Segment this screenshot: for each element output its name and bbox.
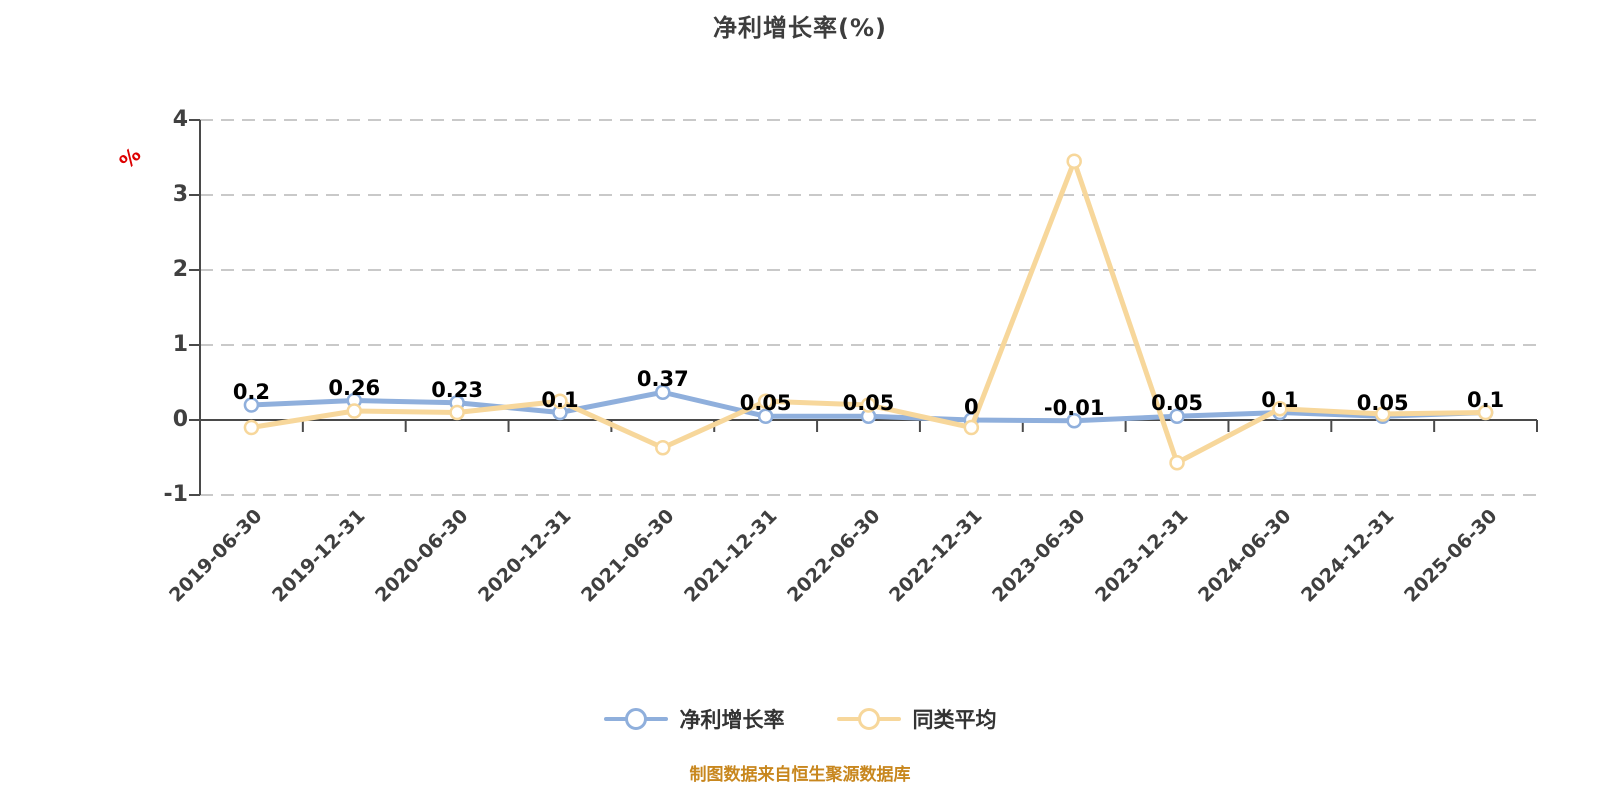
legend-line-circle-marker <box>603 708 668 730</box>
series-category-average-point-2023-12-31[interactable] <box>1169 455 1185 471</box>
data-label-2019-06-30: 0.2 <box>232 380 271 404</box>
legend-line-circle-marker <box>836 708 901 730</box>
series-category-average-point-2024-12-31[interactable] <box>1374 406 1391 422</box>
series-net-profit-growth-point-2023-06-30[interactable] <box>1066 413 1082 429</box>
series-category-average-point-2025-06-30[interactable] <box>1477 404 1494 421</box>
series-category-average-point-2019-06-30[interactable] <box>243 419 260 436</box>
y-axis-label-0: 0 <box>172 407 188 432</box>
series-category-average-point-2023-06-30[interactable] <box>1066 153 1082 169</box>
data-label-2025-06-30: 0.1 <box>1466 387 1505 412</box>
y-axis-label--1: -1 <box>163 482 188 507</box>
data-label-2023-12-31: 0.05 <box>1151 391 1203 416</box>
data-label-2019-12-31: 0.26 <box>328 375 381 400</box>
legend-label-category-average: 同类平均 <box>912 708 997 732</box>
series-category-average-point-2020-12-31[interactable] <box>552 393 568 409</box>
series-category-average-point-2024-06-30[interactable] <box>1272 401 1288 417</box>
series-category-average-point-2020-06-30[interactable] <box>449 404 465 421</box>
data-source-note: 制图数据来自恒生聚源数据库 <box>689 765 911 785</box>
series-category-average-point-2021-12-31[interactable] <box>757 393 774 409</box>
legend-item-net-profit-growth[interactable]: 净利增长率 <box>603 704 785 734</box>
series-category-average-point-2019-12-31[interactable] <box>346 403 363 419</box>
y-axis-label-3: 3 <box>172 182 188 207</box>
series-category-average-point-2021-06-30[interactable] <box>655 440 671 456</box>
y-axis-label-2: 2 <box>172 257 188 282</box>
legend-label-net-profit-growth: 净利增长率 <box>679 708 785 732</box>
data-label-2022-12-31: 0 <box>964 395 979 419</box>
series-category-average-point-2022-06-30[interactable] <box>860 397 877 413</box>
data-label-2020-12-31: 0.1 <box>541 387 579 412</box>
y-axis-label-1: 1 <box>172 332 188 357</box>
data-label-2023-06-30: -0.01 <box>1043 395 1105 420</box>
legend: 净利增长率 同类平均 <box>0 704 1600 734</box>
data-label-2022-06-30: 0.05 <box>842 391 895 416</box>
data-label-2020-06-30: 0.23 <box>431 377 484 402</box>
y-axis-label-4: 4 <box>172 107 188 132</box>
series-net-profit-growth-point-2021-12-31[interactable] <box>757 408 774 424</box>
series-category-average-point-2022-12-31[interactable] <box>963 419 980 436</box>
data-label-2024-06-30: 0.1 <box>1261 387 1299 412</box>
data-label-2021-12-31: 0.05 <box>739 391 792 416</box>
legend-item-category-average[interactable]: 同类平均 <box>836 704 997 734</box>
data-label-2024-12-31: 0.05 <box>1356 391 1409 416</box>
chart-title: 净利增长率(%) <box>713 14 887 42</box>
series-net-profit-growth-point-2023-12-31[interactable] <box>1169 408 1185 424</box>
series-net-profit-growth-point-2021-06-30[interactable] <box>655 384 671 400</box>
series-net-profit-growth-point-2019-06-30[interactable] <box>243 397 260 413</box>
data-label-2021-06-30: 0.37 <box>636 367 689 392</box>
